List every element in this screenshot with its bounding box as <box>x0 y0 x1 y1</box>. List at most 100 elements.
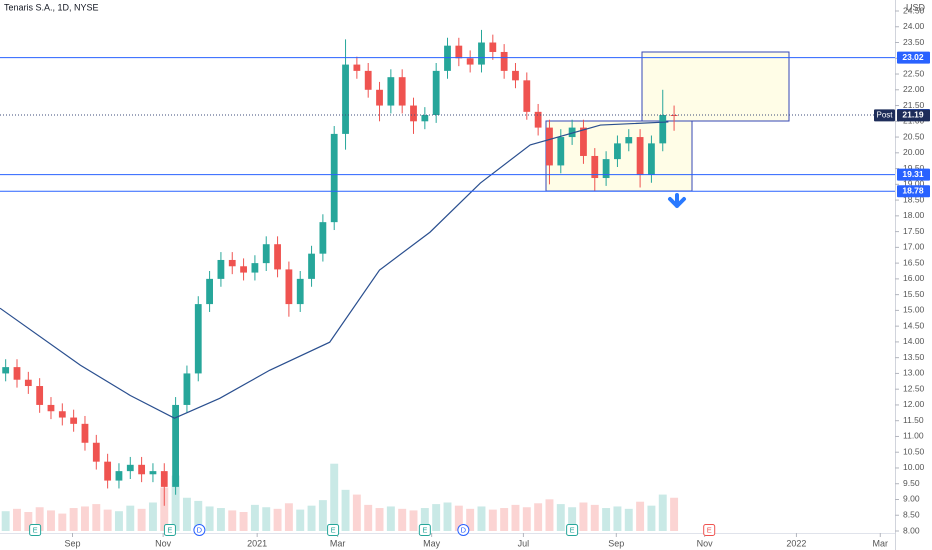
candle-body <box>421 115 429 122</box>
volume-bar <box>579 502 588 531</box>
candle-body <box>444 45 451 71</box>
volume-bar <box>47 510 55 531</box>
candle-body <box>353 64 361 71</box>
price-label: 23.02 <box>902 52 924 62</box>
candle-body <box>228 259 236 267</box>
x-tick-label: Mar <box>873 538 889 548</box>
x-tick-label: Sep <box>608 538 624 548</box>
y-tick-label: 20.50 <box>903 131 925 141</box>
candle-body <box>274 244 281 270</box>
candle-body <box>13 367 21 380</box>
y-tick-label: 8.00 <box>903 525 920 535</box>
volume-bar <box>477 506 486 531</box>
candle-body <box>602 159 610 179</box>
volume-bar <box>602 508 611 531</box>
volume-bar <box>92 504 101 531</box>
currency: USD <box>906 2 926 12</box>
volume-bar <box>647 505 656 531</box>
volume-bar <box>466 508 475 531</box>
y-tick-label: 12.50 <box>903 383 925 393</box>
volume-bar <box>250 504 259 531</box>
x-tick-label: May <box>423 538 441 548</box>
volume-bar <box>239 512 248 531</box>
candle-body <box>398 77 406 106</box>
candle-body <box>478 42 485 65</box>
event-label: D <box>461 525 467 534</box>
candle-body <box>285 269 293 305</box>
volume-bar <box>330 463 339 531</box>
volume-bar <box>341 489 350 531</box>
candle-body <box>410 105 417 122</box>
candle-body <box>319 222 327 254</box>
candle-body <box>115 471 123 481</box>
price-label: 18.78 <box>902 186 924 196</box>
candle-body <box>47 404 55 412</box>
event-label: E <box>167 525 172 534</box>
y-tick-label: 11.50 <box>903 415 924 425</box>
y-tick-label: 23.50 <box>903 37 925 47</box>
volume-bar <box>568 507 577 531</box>
candle-body <box>81 423 89 443</box>
y-tick-label: 16.00 <box>903 273 925 283</box>
tag-label: Post <box>876 110 893 119</box>
candle-body <box>251 263 259 273</box>
candle-body <box>342 64 349 134</box>
candle-body <box>194 304 202 374</box>
candle-body <box>659 115 667 144</box>
volume-bar <box>556 504 565 531</box>
x-tick-label: Nov <box>155 538 172 548</box>
y-tick-label: 15.00 <box>903 305 925 315</box>
x-tick-label: Nov <box>697 538 714 548</box>
volume-bar <box>58 513 67 531</box>
candle-body <box>568 127 576 138</box>
target-box <box>641 51 790 122</box>
candle-body <box>70 417 78 424</box>
price-label: 19.31 <box>902 169 924 179</box>
volume-bar <box>624 508 633 531</box>
event-marker <box>703 524 716 536</box>
candle-body <box>126 464 134 472</box>
y-tick-label: 12.00 <box>903 399 925 409</box>
volume-bar <box>670 497 679 531</box>
candle-body <box>376 89 383 106</box>
event-marker <box>327 524 340 536</box>
volume-bar <box>364 504 373 531</box>
event-label: D <box>197 525 203 534</box>
y-tick-label: 19.00 <box>903 179 925 189</box>
candle-body <box>240 266 247 273</box>
plot <box>0 29 679 531</box>
y-tick-label: 22.50 <box>903 68 925 78</box>
volume-bar <box>420 508 429 531</box>
y-tick-label: 9.00 <box>903 494 920 504</box>
tag-bg <box>874 109 895 122</box>
y-tick-label: 17.50 <box>903 226 925 236</box>
event-label: E <box>570 525 575 534</box>
volume-bar <box>103 509 112 531</box>
candle-body <box>512 70 519 81</box>
candle-body <box>217 259 225 279</box>
y-tick-label: 14.00 <box>903 336 925 346</box>
candle-body <box>432 70 440 115</box>
volume-bar <box>126 505 135 531</box>
volume-bar <box>409 510 418 531</box>
volume-bar <box>35 507 44 531</box>
x-tick-label: Mar <box>330 538 346 548</box>
price-label-bg <box>897 185 930 198</box>
volume-bar <box>443 502 452 531</box>
event-label: E <box>331 525 336 534</box>
y-tick-label: 18.50 <box>903 194 925 204</box>
volume-bar <box>318 500 327 531</box>
volume-bar <box>182 497 191 531</box>
volume-bar <box>114 511 123 531</box>
y-tick-label: 21.50 <box>903 100 925 110</box>
volume-bar <box>194 500 203 531</box>
volume-bar <box>273 508 282 531</box>
price-label-bg <box>897 109 930 122</box>
event-marker <box>457 524 470 536</box>
y-tick-label: 19.50 <box>903 163 925 173</box>
event-label: E <box>422 525 427 534</box>
volume-bar <box>171 475 180 531</box>
volume-bar <box>636 501 645 531</box>
candle-body <box>308 253 315 279</box>
